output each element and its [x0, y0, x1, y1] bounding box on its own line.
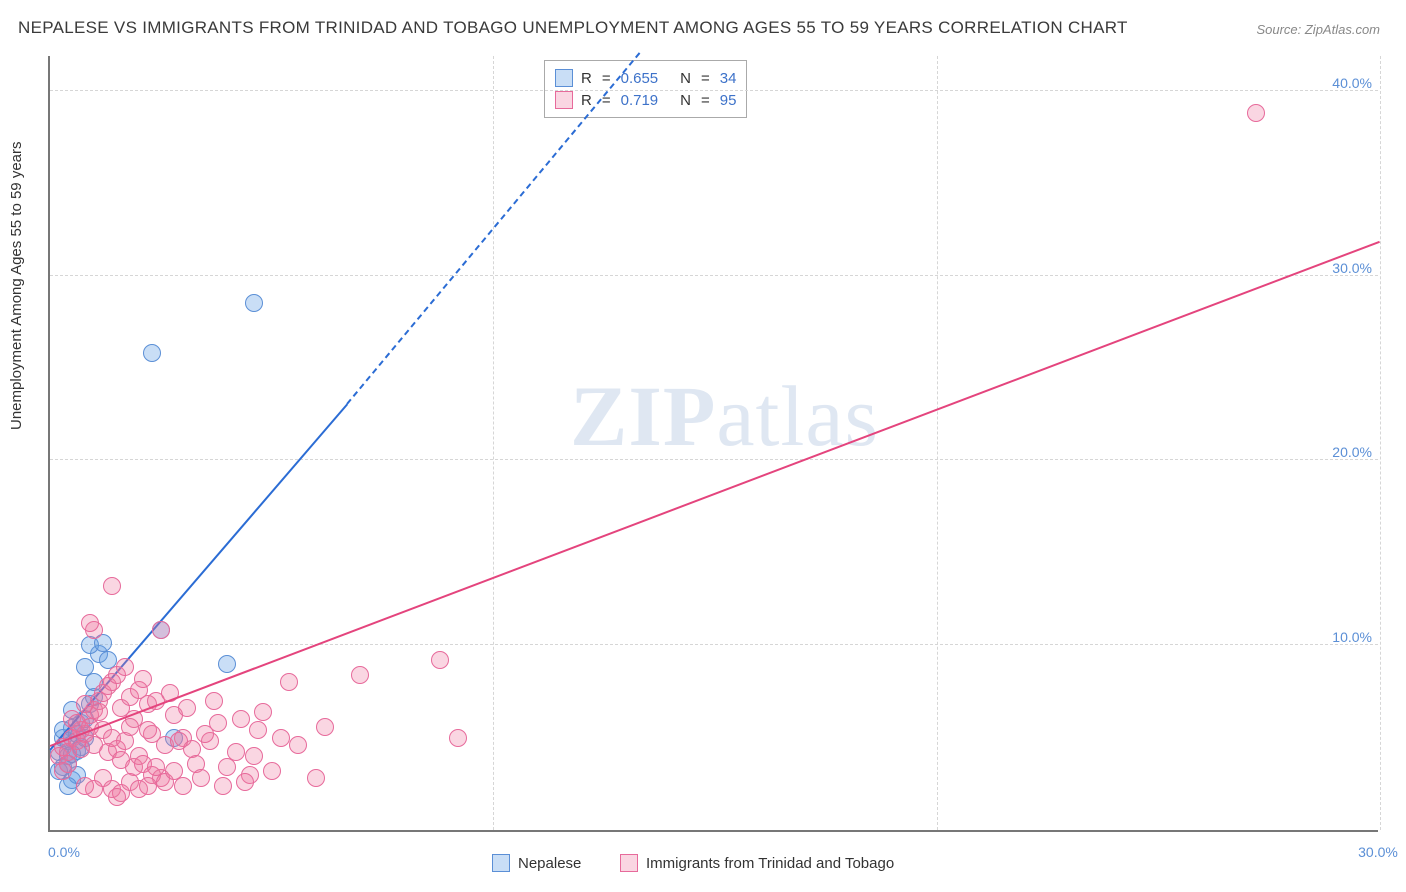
stats-row-1: R = 0.655 N = 34 [555, 67, 736, 89]
watermark-atlas: atlas [716, 368, 879, 464]
x-tick-label: 0.0% [48, 844, 80, 860]
gridline-v [1380, 56, 1381, 830]
gridline-v [493, 56, 494, 830]
gridline-h [50, 90, 1378, 91]
x-tick-label: 30.0% [1358, 844, 1398, 860]
gridline-h [50, 459, 1378, 460]
watermark-zip: ZIP [570, 368, 716, 464]
swatch-nepalese [555, 69, 573, 87]
n-value-2: 95 [720, 92, 737, 109]
r-label: R [581, 92, 592, 109]
point-trinidad [263, 762, 281, 780]
point-trinidad [316, 718, 334, 736]
point-trinidad [54, 762, 72, 780]
stats-row-2: R = 0.719 N = 95 [555, 89, 736, 111]
point-trinidad [139, 721, 157, 739]
point-trinidad [192, 769, 210, 787]
gridline-h [50, 275, 1378, 276]
point-trinidad [90, 703, 108, 721]
source-credit: Source: ZipAtlas.com [1256, 22, 1380, 37]
y-tick-label: 30.0% [1332, 260, 1372, 276]
point-nepalese [218, 655, 236, 673]
swatch-trinidad [555, 91, 573, 109]
point-trinidad [121, 718, 139, 736]
chart-title: NEPALESE VS IMMIGRANTS FROM TRINIDAD AND… [18, 18, 1128, 38]
eq-sign: = [602, 70, 611, 87]
eq-sign: = [701, 92, 710, 109]
x-legend-2: Immigrants from Trinidad and Tobago [620, 854, 894, 872]
trendline-trinidad [50, 241, 1381, 747]
point-trinidad [307, 769, 325, 787]
y-tick-label: 40.0% [1332, 75, 1372, 91]
n-label: N [680, 92, 691, 109]
eq-sign: = [701, 70, 710, 87]
point-trinidad [236, 773, 254, 791]
r-value-2: 0.719 [621, 92, 659, 109]
point-nepalese [143, 344, 161, 362]
gridline-v [937, 56, 938, 830]
r-label: R [581, 70, 592, 87]
gridline-h [50, 644, 1378, 645]
n-label: N [680, 70, 691, 87]
point-trinidad [245, 747, 263, 765]
point-trinidad [76, 777, 94, 795]
point-trinidad [232, 710, 250, 728]
point-trinidad [152, 621, 170, 639]
point-trinidad [289, 736, 307, 754]
y-tick-label: 20.0% [1332, 444, 1372, 460]
point-trinidad [227, 743, 245, 761]
point-trinidad [134, 670, 152, 688]
point-trinidad [116, 658, 134, 676]
point-trinidad [431, 651, 449, 669]
swatch-nepalese-x [492, 854, 510, 872]
plot-area: ZIPatlas R = 0.655 N = 34 R = 0.719 N = … [48, 56, 1378, 832]
point-trinidad [81, 614, 99, 632]
y-axis-label: Unemployment Among Ages 55 to 59 years [8, 141, 25, 430]
point-trinidad [1247, 104, 1265, 122]
point-trinidad [249, 721, 267, 739]
point-trinidad [280, 673, 298, 691]
point-trinidad [103, 577, 121, 595]
point-trinidad [214, 777, 232, 795]
point-trinidad [449, 729, 467, 747]
point-trinidad [351, 666, 369, 684]
n-value-1: 34 [720, 70, 737, 87]
point-trinidad [178, 699, 196, 717]
swatch-trinidad-x [620, 854, 638, 872]
point-trinidad [170, 732, 188, 750]
point-trinidad [108, 788, 126, 806]
point-trinidad [205, 692, 223, 710]
x-legend-label-1: Nepalese [518, 855, 581, 872]
point-trinidad [254, 703, 272, 721]
x-legend-label-2: Immigrants from Trinidad and Tobago [646, 855, 894, 872]
point-trinidad [174, 777, 192, 795]
y-tick-label: 10.0% [1332, 629, 1372, 645]
watermark: ZIPatlas [570, 366, 879, 466]
point-nepalese [245, 294, 263, 312]
point-trinidad [139, 777, 157, 795]
x-legend-1: Nepalese [492, 854, 581, 872]
point-trinidad [272, 729, 290, 747]
point-trinidad [147, 758, 165, 776]
r-value-1: 0.655 [621, 70, 659, 87]
point-trinidad [196, 725, 214, 743]
